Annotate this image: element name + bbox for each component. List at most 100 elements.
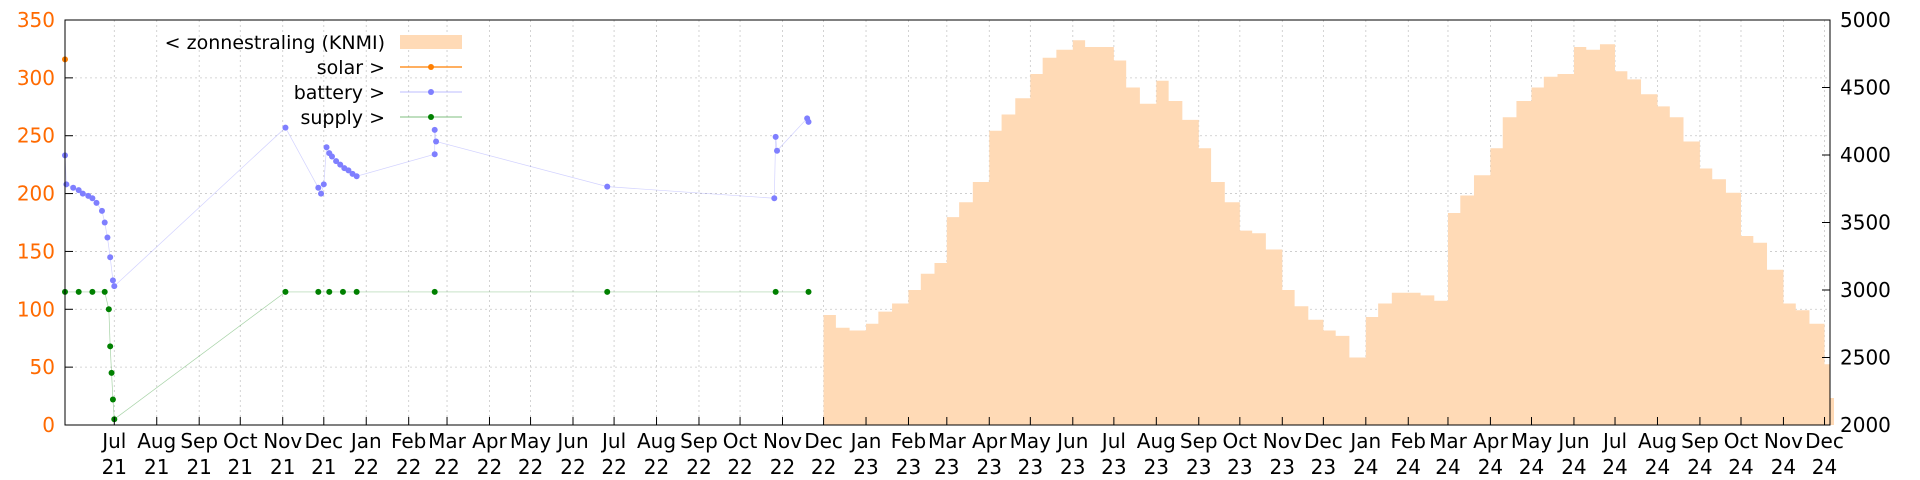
x-tick-label-month: Sep <box>1180 429 1218 453</box>
data-point <box>805 118 812 125</box>
data-point <box>339 288 346 295</box>
data-point <box>771 195 778 202</box>
x-tick-label-year: 24 <box>1396 455 1421 479</box>
left-tick-label: 0 <box>42 413 55 437</box>
x-tick-label-month: Jan <box>849 429 882 453</box>
data-point <box>89 288 96 295</box>
left-y-axis: 0 50 100 150 200 250 300 350 <box>17 8 73 437</box>
x-tick-label-month: Nov <box>763 429 802 453</box>
legend-label: solar > <box>317 57 385 79</box>
x-tick-label-year: 23 <box>1018 455 1043 479</box>
x-tick-label-month: Oct <box>223 429 258 453</box>
x-tick-label-year: 23 <box>1227 455 1252 479</box>
data-point <box>105 306 112 313</box>
data-point <box>75 288 82 295</box>
data-point <box>89 195 96 202</box>
right-tick-label: 4000 <box>1840 143 1891 167</box>
x-tick-label-year: 22 <box>477 455 502 479</box>
data-point <box>318 190 325 197</box>
data-point <box>337 161 344 168</box>
x-tick-label-year: 23 <box>977 455 1002 479</box>
x-tick-label-month: Dec <box>804 429 843 453</box>
legend: < zonnestraling (KNMI) solar > battery > su… <box>165 32 462 129</box>
data-point <box>433 138 440 145</box>
x-tick-label-month: May <box>510 429 552 453</box>
x-tick-label-month: Jun <box>1055 429 1088 453</box>
data-point <box>329 153 336 160</box>
x-tick-label-month: Aug <box>1137 429 1176 453</box>
data-point <box>353 173 360 180</box>
data-point <box>431 126 438 133</box>
x-tick-label-month: Jul <box>600 429 626 453</box>
x-axis: Jul21Aug21Sep21Oct21Nov21Dec21Jan22Feb22… <box>100 417 1844 479</box>
x-tick-label-month: Oct <box>723 429 758 453</box>
data-point <box>353 288 360 295</box>
data-point <box>108 369 115 376</box>
data-point <box>323 144 330 151</box>
right-tick-label: 3500 <box>1840 211 1891 235</box>
x-tick-label-year: 22 <box>518 455 543 479</box>
x-tick-label-year: 23 <box>1186 455 1211 479</box>
left-tick-label: 350 <box>17 8 55 32</box>
legend-swatch-point <box>428 114 434 120</box>
left-tick-label: 250 <box>17 124 55 148</box>
x-tick-label-year: 21 <box>311 455 336 479</box>
x-tick-label-year: 24 <box>1353 455 1378 479</box>
series-layer <box>62 56 812 423</box>
data-point <box>101 288 108 295</box>
data-point <box>104 234 111 241</box>
x-tick-label-year: 22 <box>644 455 669 479</box>
x-tick-label-month: Mar <box>1429 429 1468 453</box>
x-tick-label-month: Apr <box>972 429 1007 453</box>
x-tick-label-year: 22 <box>770 455 795 479</box>
x-tick-label-month: Apr <box>1473 429 1508 453</box>
legend-label: battery > <box>294 82 385 104</box>
data-point <box>604 183 611 190</box>
x-tick-label-month: Oct <box>1724 429 1759 453</box>
x-tick-label-year: 22 <box>601 455 626 479</box>
right-tick-label: 2000 <box>1840 413 1891 437</box>
x-tick-label-year: 24 <box>1687 455 1712 479</box>
x-tick-label-year: 22 <box>686 455 711 479</box>
data-point <box>320 181 327 188</box>
x-tick-label-year: 22 <box>396 455 421 479</box>
data-point <box>315 288 322 295</box>
legend-swatch-point <box>428 89 434 95</box>
data-point <box>604 288 611 295</box>
data-point <box>98 207 105 214</box>
x-tick-label-month: Oct <box>1223 429 1258 453</box>
data-point <box>75 187 82 194</box>
data-point <box>93 199 100 206</box>
x-tick-label-month: Sep <box>180 429 218 453</box>
data-point <box>109 277 116 284</box>
data-point <box>101 219 108 226</box>
x-tick-label-year: 24 <box>1478 455 1503 479</box>
data-point <box>109 396 116 403</box>
data-point <box>107 254 114 261</box>
data-point <box>345 167 352 174</box>
x-tick-label-year: 22 <box>727 455 752 479</box>
x-tick-label-year: 21 <box>228 455 253 479</box>
x-tick-label-year: 23 <box>1270 455 1295 479</box>
data-point <box>282 288 289 295</box>
x-tick-label-year: 22 <box>354 455 379 479</box>
x-tick-label-year: 23 <box>1101 455 1126 479</box>
right-tick-label: 4500 <box>1840 76 1891 100</box>
data-point <box>111 283 118 290</box>
legend-swatch-point <box>428 64 434 70</box>
right-tick-label: 2500 <box>1840 346 1891 370</box>
x-tick-label-year: 24 <box>1602 455 1627 479</box>
data-point <box>805 288 812 295</box>
x-tick-label-month: Aug <box>1638 429 1677 453</box>
left-tick-label: 150 <box>17 239 55 263</box>
x-tick-label-year: 21 <box>186 455 211 479</box>
x-tick-label-month: Jul <box>1601 429 1627 453</box>
x-tick-label-year: 23 <box>1144 455 1169 479</box>
x-tick-label-year: 22 <box>434 455 459 479</box>
data-point <box>326 288 333 295</box>
x-tick-label-year: 24 <box>1519 455 1544 479</box>
zonnestraling-area <box>823 40 1834 425</box>
x-tick-label-month: Mar <box>928 429 967 453</box>
x-tick-label-month: Jun <box>1556 429 1589 453</box>
left-tick-label: 50 <box>30 355 55 379</box>
